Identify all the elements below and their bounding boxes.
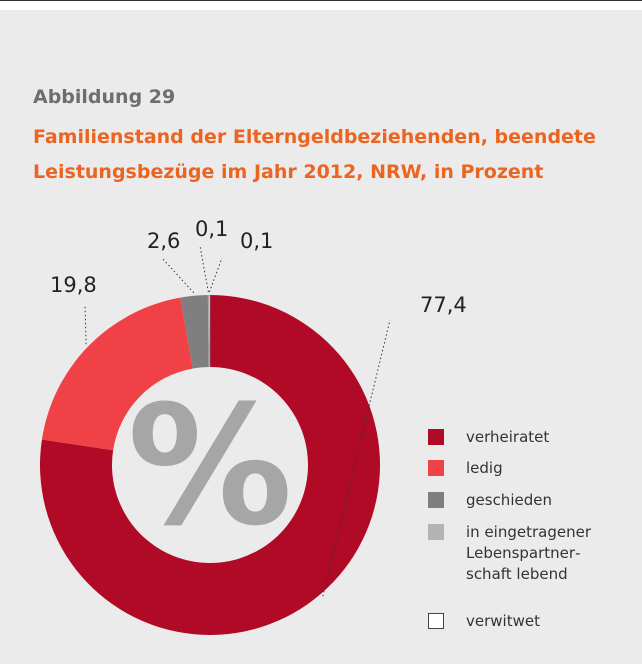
- legend-entry: ledig: [428, 458, 616, 479]
- legend-swatch: [428, 429, 444, 445]
- donut-segment: [41, 297, 193, 451]
- data-label: 0,1: [195, 217, 228, 241]
- center-symbol: %: [127, 370, 292, 562]
- donut-segment: [180, 295, 209, 369]
- chart-title: Familienstand der Elterngeldbeziehenden,…: [33, 126, 596, 183]
- figure-label: Abbildung 29: [33, 86, 176, 108]
- leader-line: [161, 257, 195, 294]
- legend-swatch: [428, 613, 444, 629]
- legend-swatch: [428, 524, 444, 540]
- legend-swatch: [428, 460, 444, 476]
- legend-label: geschieden: [466, 491, 552, 509]
- legend-label: in eingetragener Lebenspartner­schaft le…: [466, 523, 591, 583]
- data-label: 0,1: [240, 229, 273, 253]
- data-label: 2,6: [147, 229, 180, 253]
- leader-line: [322, 319, 391, 597]
- leader-line: [208, 257, 223, 293]
- data-label: 19,8: [50, 273, 97, 297]
- data-label: 77,4: [420, 293, 467, 317]
- legend-entry: geschieden: [428, 490, 616, 511]
- top-rule: [0, 0, 642, 1]
- legend-label: verheiratet: [466, 428, 550, 446]
- legend-swatch: [428, 492, 444, 508]
- legend-label: ledig: [466, 459, 503, 477]
- legend-entry: verwitwet: [428, 611, 616, 632]
- leader-line: [84, 304, 87, 345]
- donut-segment: [208, 294, 211, 368]
- legend-label: verwitwet: [466, 612, 540, 630]
- leader-line: [199, 245, 209, 293]
- donut-segment: [39, 295, 381, 635]
- legend-entry: in eingetragener Lebenspartner­schaft le…: [428, 522, 616, 585]
- legend-entry: verheiratet: [428, 427, 616, 448]
